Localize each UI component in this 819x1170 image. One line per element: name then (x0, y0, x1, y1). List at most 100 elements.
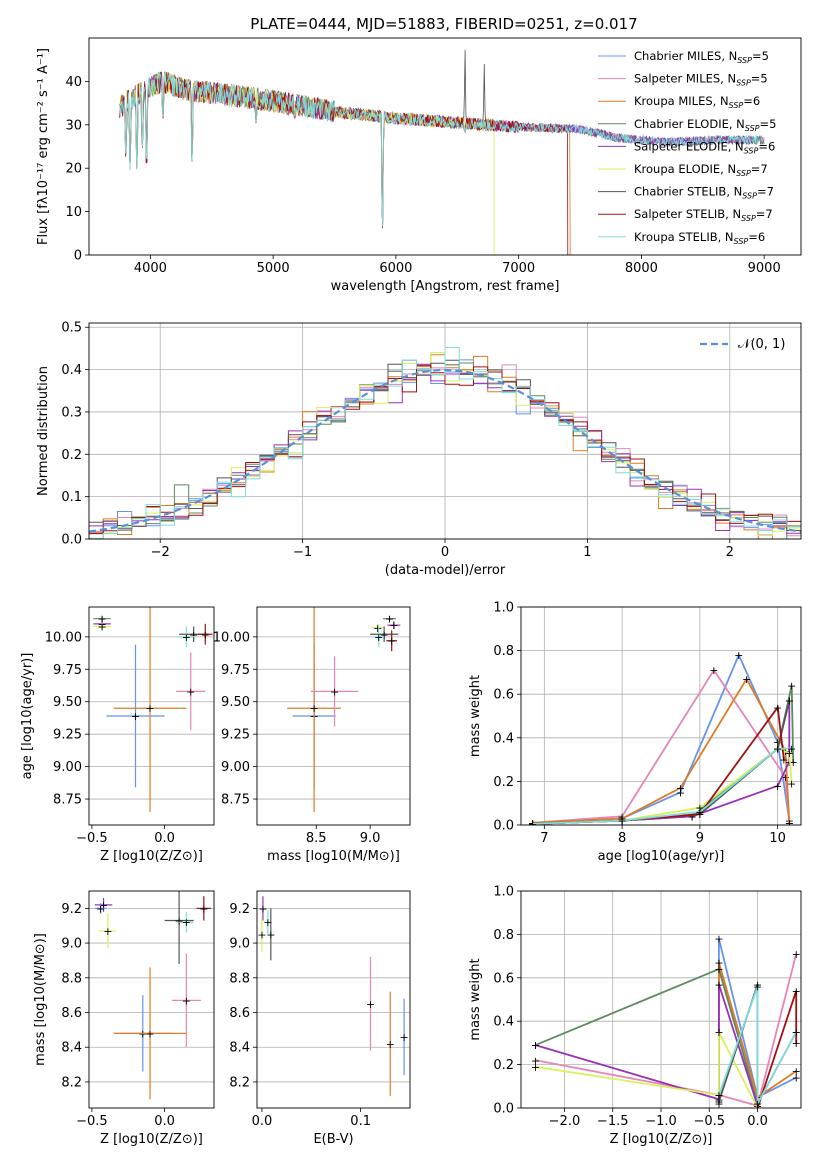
weight-marker: + (779, 754, 788, 767)
x-tick-label: 0.1 (350, 1114, 371, 1129)
weight-marker: + (785, 747, 794, 760)
point-marker: + (374, 631, 383, 644)
y-tick-label: 10.00 (213, 630, 250, 645)
point-marker: + (399, 1031, 408, 1044)
point-marker: + (97, 613, 106, 626)
weight-marker: + (531, 1061, 540, 1074)
errorbar-point: + (373, 626, 385, 648)
weight-marker: + (528, 818, 537, 831)
weight-marker: + (528, 818, 537, 831)
axes-frame (88, 890, 215, 1109)
weight-marker: + (714, 1098, 723, 1111)
errorbar-point: + (113, 607, 187, 813)
y-tick-label: 9.25 (53, 728, 82, 743)
point-marker: + (201, 628, 210, 641)
errorbar-point: + (387, 619, 401, 632)
y-tick-label: 9.0 (61, 937, 82, 952)
point-marker: + (199, 902, 208, 915)
normal-curve (89, 368, 801, 533)
y-tick-label: 10 (65, 205, 82, 220)
weight-marker: + (773, 743, 782, 756)
x-axis-label: age [log10(age/yr)] (598, 849, 725, 864)
y-tick-label: 0.0 (493, 819, 514, 834)
y-tick-label: 0.0 (493, 1102, 514, 1117)
x-tick-label: −2 (151, 545, 170, 560)
x-tick-label: 0 (441, 545, 449, 560)
errorbar-point: + (93, 613, 111, 626)
weight-line (532, 747, 792, 825)
point-marker: + (103, 925, 112, 938)
errorbar-point: + (266, 908, 275, 961)
x-tick-label: 8000 (625, 261, 658, 276)
panels: 4000 5000 6000 7000 8000 9000010203040wavelen… (20, 37, 802, 1147)
x-axis-label: mass [log10(M/M⊙)] (267, 849, 400, 864)
x-axis-label: Z [log10(Z/Z⊙)] (100, 1132, 203, 1147)
spectrum-line (119, 71, 569, 255)
weight-marker: + (714, 957, 723, 970)
y-tick-label: 8.6 (61, 1006, 82, 1021)
grid-lines (89, 636, 214, 800)
histogram-step (89, 347, 801, 539)
plot-area: +++++++++ (94, 891, 212, 1100)
y-tick-label: 30 (65, 118, 82, 133)
point-marker: + (96, 902, 105, 915)
weight-marker: + (792, 1072, 801, 1085)
panel-spectrum: 4000 5000 6000 7000 8000 9000 0 10 20 30 40 wavelen… (36, 37, 802, 294)
axes-frame (256, 606, 411, 826)
grid-lines (521, 890, 801, 1109)
errorbar-point: + (383, 613, 396, 626)
panel-mass_vs_metallicity: −0.5 0.0 8.2 8.4 8.6 8.8 9.0 9.2 +++++++++ Z [log… (33, 890, 215, 1147)
y-tick-label: 0.4 (493, 731, 514, 746)
weight-marker: + (787, 778, 796, 791)
point-marker: + (386, 1038, 395, 1051)
panel-residual_histogram: −2 −1 0 1 2 0.0 0.1 0.2 0.3 0.4 0.5 (data-model)/er… (36, 321, 802, 578)
errorbar-point: + (179, 911, 194, 933)
y-tick-label: 0.3 (61, 405, 82, 420)
grid-lines (89, 907, 214, 1083)
x-tick-label: 8.5 (306, 831, 327, 846)
weight-marker: + (688, 810, 697, 823)
weight-marker: + (787, 679, 796, 692)
errorbar-point: + (177, 626, 196, 648)
axes-frame (256, 890, 411, 1109)
weight-marker: + (528, 817, 537, 830)
weight-marker: + (785, 817, 794, 830)
errorbar-point: + (198, 623, 213, 645)
errorbar-point: + (399, 998, 409, 1076)
y-tick-label: 9.50 (221, 695, 250, 710)
spectrum-line (119, 73, 571, 255)
axes-frame (88, 606, 215, 826)
y-tick-label: 8.4 (61, 1041, 82, 1056)
y-tick-label: 1.0 (493, 885, 514, 900)
weight-marker: + (753, 1102, 762, 1115)
x-tick-label: 6000 (379, 261, 412, 276)
x-tick-label: 4000 (134, 261, 167, 276)
y-tick-label: 0.4 (493, 1015, 514, 1030)
point-marker: + (145, 702, 154, 715)
weight-marker: + (792, 1065, 801, 1078)
errorbar-point: + (386, 630, 398, 652)
weight-line (718, 986, 797, 1105)
x-tick-label: 9 (696, 831, 704, 846)
weight-marker: + (792, 948, 801, 961)
weight-marker: + (618, 812, 627, 825)
weight-marker: + (531, 1039, 540, 1052)
y-tick-label: 9.2 (229, 902, 250, 917)
y-tick-label: 8.8 (61, 971, 82, 986)
weight-marker: + (528, 818, 537, 831)
errorbar-point: + (94, 897, 113, 912)
weight-marker: + (528, 817, 537, 830)
weight-marker: + (742, 673, 751, 686)
x-axis-label: (data-model)/error (385, 563, 506, 578)
y-tick-label: 20 (65, 162, 82, 177)
panel-weight_vs_metallicity: −2.0 −1.5 −1.0 −0.5 0.00.00.20.40.60.81.0+++… (468, 885, 802, 1147)
point-marker: + (145, 1027, 154, 1040)
y-tick-label: 8.75 (221, 793, 250, 808)
y-tick-label: 0.5 (61, 321, 82, 336)
y-tick-label: 0.2 (61, 448, 82, 463)
weight-marker: + (753, 978, 762, 991)
weight-marker: + (528, 818, 537, 831)
plot-area: +++++++++ (93, 607, 213, 813)
weight-marker: + (714, 963, 723, 976)
